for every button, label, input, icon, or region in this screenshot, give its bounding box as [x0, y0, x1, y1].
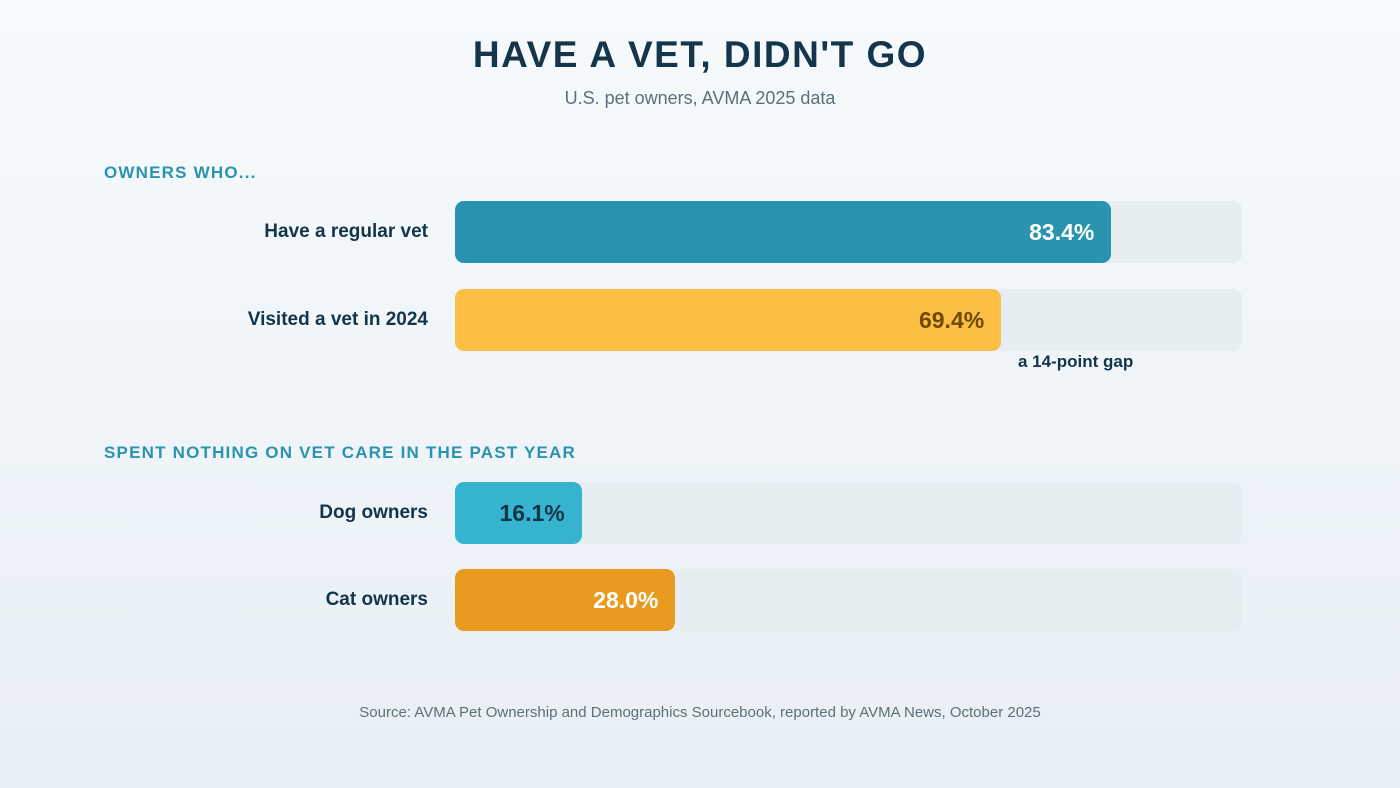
bar-cat-owners: [455, 569, 676, 631]
bar-track-regular-vet: 83.4%: [455, 201, 1242, 263]
bar-value-cat-owners: 28.0%: [593, 587, 659, 613]
bar-visited-2024: [455, 289, 1002, 351]
row-label-cat-owners: Cat owners: [325, 589, 428, 610]
chart-title: HAVE A VET, DIDN'T GO: [472, 34, 928, 75]
bar-dog-owners: [455, 482, 582, 544]
bar-regular-vet: [455, 201, 1112, 263]
chart-subtitle: U.S. pet owners, AVMA 2025 data: [564, 88, 836, 108]
bar-value-regular-vet: 83.4%: [1029, 219, 1095, 245]
row-label-regular-vet: Have a regular vet: [264, 221, 428, 242]
bar-value-dog-owners: 16.1%: [499, 500, 565, 526]
gap-annotation: a 14-point gap: [1018, 352, 1134, 371]
row-label-dog-owners: Dog owners: [319, 502, 428, 523]
bar-track-cat-owners: 28.0%: [455, 569, 1242, 631]
bar-value-visited-2024: 69.4%: [918, 307, 985, 333]
source-note: Source: AVMA Pet Ownership and Demograph…: [359, 704, 1041, 721]
section-heading-spent-nothing: SPENT NOTHING ON VET CARE IN THE PAST YE…: [104, 443, 576, 462]
bar-track-visited-2024: 69.4%: [455, 289, 1242, 351]
row-label-visited-2024: Visited a vet in 2024: [247, 309, 428, 330]
section-heading-owners-who: OWNERS WHO...: [104, 163, 257, 182]
bar-track-dog-owners: 16.1%: [455, 482, 1242, 544]
